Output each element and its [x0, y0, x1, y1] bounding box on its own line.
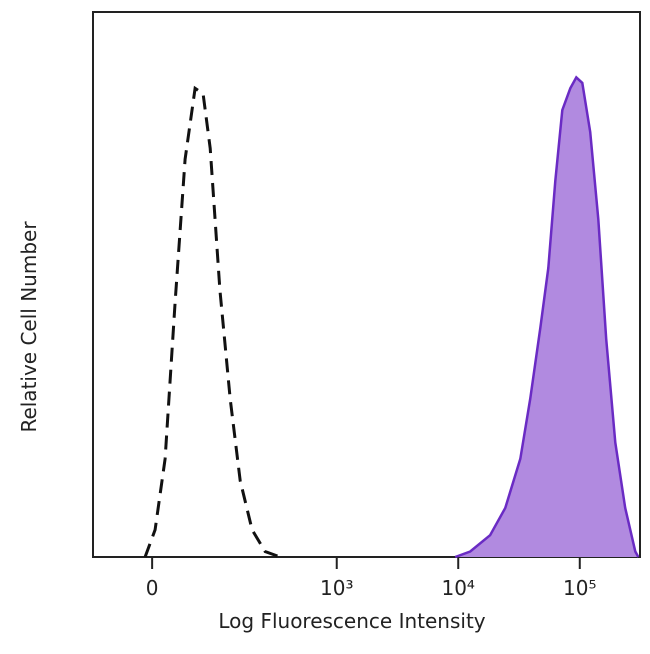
x-tick-label: 10³	[320, 576, 353, 600]
y-axis-label: Relative Cell Number	[17, 221, 41, 433]
x-tick-label: 10⁴	[441, 576, 474, 600]
area-fill	[455, 77, 639, 558]
line	[143, 85, 281, 559]
plot-frame	[92, 11, 641, 558]
line	[454, 75, 640, 559]
x-tick-label: 10⁵	[563, 576, 596, 600]
x-axis-label: Log Fluorescence Intensity	[218, 609, 485, 633]
x-tick-label: 0	[146, 576, 159, 600]
